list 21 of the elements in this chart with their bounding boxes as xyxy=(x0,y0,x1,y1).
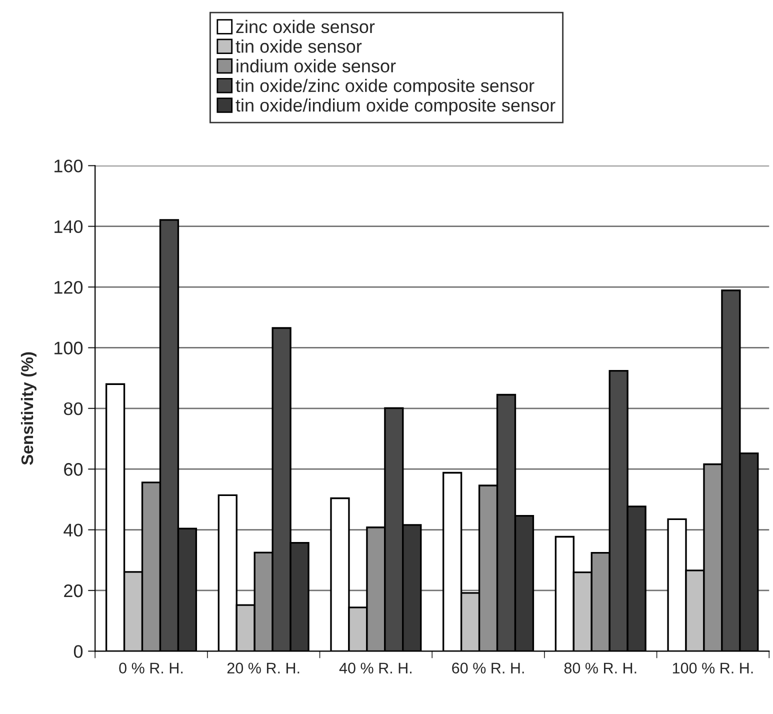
x-tick-label: 40 % R. H. xyxy=(339,662,412,674)
x-tick-label: 80 % R. H. xyxy=(564,662,636,674)
legend-label: tin oxide/indium oxide composite sensor xyxy=(236,98,556,116)
y-tick-label: 160 xyxy=(54,160,83,172)
y-axis-title: Sensitivity (%) xyxy=(20,352,36,465)
legend-label: zinc oxide sensor xyxy=(236,20,375,34)
y-tick-label: 140 xyxy=(54,220,83,234)
y-tick-label: 120 xyxy=(54,280,83,294)
y-tick-label: 20 xyxy=(64,584,83,598)
y-tick-label: 100 xyxy=(54,342,83,354)
x-tick-label: 20 % R. H. xyxy=(227,662,300,674)
y-tick-label: 60 xyxy=(64,463,83,476)
legend-label: tin oxide sensor xyxy=(236,40,362,53)
x-tick-label: 0 % R. H. xyxy=(119,662,183,674)
y-tick-label: 80 xyxy=(64,402,83,416)
legend-label: tin oxide/zinc oxide composite sensor xyxy=(236,78,534,96)
y-tick-label: 40 xyxy=(64,524,83,537)
legend-label: indium oxide sensor xyxy=(236,59,396,72)
y-tick-label: 0 xyxy=(74,645,83,658)
x-tick-label: 100 % R. H. xyxy=(672,662,753,674)
x-tick-label: 60 % R. H. xyxy=(452,662,524,674)
